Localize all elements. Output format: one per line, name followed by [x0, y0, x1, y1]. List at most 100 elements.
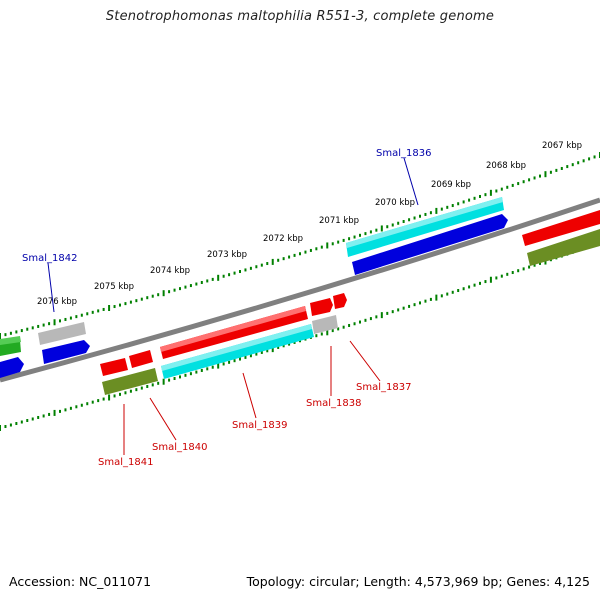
ruler-tick	[419, 214, 421, 218]
ruler-tick	[440, 207, 443, 211]
ruler-tick	[59, 409, 61, 413]
accession-text: Accession: NC_011071	[9, 574, 152, 589]
ruler-tick	[31, 417, 34, 421]
ruler-tick	[522, 267, 525, 271]
ruler-tick	[380, 225, 383, 232]
ruler-tick	[135, 388, 138, 392]
ruler-tick	[157, 293, 160, 297]
ruler-label: 2069 kbp	[431, 180, 471, 190]
gene-label-smal-1839[interactable]: Smal_1839	[232, 420, 287, 431]
genome-summary-text: Topology: circular; Length: 4,573,969 bp…	[246, 574, 590, 589]
ruler-tick	[282, 257, 285, 261]
ruler-tick	[200, 280, 203, 284]
ruler-tick	[146, 296, 149, 300]
ruler-tick	[244, 268, 247, 272]
ruler-tick	[380, 312, 383, 319]
ruler-tick	[342, 238, 345, 242]
ruler-tick	[80, 403, 83, 407]
gene-feature[interactable]	[102, 368, 158, 395]
ruler-tick	[97, 309, 100, 313]
ruler-tick	[359, 233, 361, 237]
ruler-tick	[233, 271, 236, 275]
ruler-tick	[408, 304, 411, 308]
ruler-tick	[309, 248, 312, 252]
ruler-tick	[539, 174, 541, 178]
gene-label-smal-1840[interactable]: Smal_1840	[152, 442, 207, 453]
gene-feature[interactable]	[129, 350, 153, 368]
ruler-tick	[37, 415, 40, 419]
gene-feature[interactable]	[522, 210, 600, 246]
gene-feature[interactable]	[0, 336, 21, 345]
gene-label-smal-1837[interactable]: Smal_1837	[356, 382, 411, 393]
ruler-label: 2075 kbp	[94, 282, 134, 292]
ruler-tick	[168, 290, 171, 294]
ruler-tick	[528, 265, 531, 269]
ruler-tick	[266, 349, 269, 353]
ruler-tick	[315, 334, 318, 338]
ruler-tick	[479, 194, 481, 198]
ruler-tick	[419, 301, 421, 305]
ruler-tick	[222, 274, 225, 278]
gene-label-smal-1841[interactable]: Smal_1841	[98, 457, 153, 468]
ruler-tick	[560, 166, 563, 170]
ruler-tick	[129, 300, 132, 304]
ruler-tick	[462, 200, 465, 204]
gene-feature[interactable]	[333, 293, 347, 309]
gene-feature[interactable]	[312, 315, 338, 334]
ruler-tick	[391, 223, 394, 227]
ruler-tick	[260, 350, 263, 354]
ruler-tick	[91, 400, 94, 404]
ruler-tick	[386, 311, 389, 315]
ruler-tick	[435, 207, 438, 214]
ruler-tick	[348, 237, 351, 241]
ruler-tick	[326, 242, 329, 249]
ruler-tick	[157, 381, 160, 385]
gene-label-smal-1838[interactable]: Smal_1838	[306, 398, 361, 409]
gene-feature[interactable]	[42, 340, 90, 364]
ruler-tick	[588, 157, 591, 161]
ruler-tick	[200, 368, 203, 372]
ruler-tick	[511, 183, 514, 187]
ruler-tick	[544, 171, 547, 178]
ruler-tick	[457, 202, 460, 206]
gene-feature[interactable]	[161, 324, 312, 371]
gene-label-smal-1836[interactable]: Smal_1836	[376, 148, 431, 159]
ruler-tick	[179, 375, 181, 379]
gene-feature[interactable]	[346, 197, 503, 248]
ruler-tick	[249, 354, 252, 358]
ruler-tick	[489, 189, 492, 196]
ruler-tick	[184, 285, 187, 289]
ruler-tick	[151, 294, 154, 298]
gene-feature[interactable]	[38, 322, 86, 345]
ruler-tick	[337, 327, 340, 331]
ruler-tick	[64, 317, 67, 321]
ruler-tick	[124, 302, 127, 306]
ruler-tick	[424, 212, 427, 216]
ruler-tick	[566, 165, 569, 169]
ruler-tick	[353, 235, 356, 239]
ruler-tick	[304, 250, 307, 254]
ruler-tick	[533, 176, 536, 180]
ruler-tick	[162, 290, 165, 297]
gene-feature[interactable]	[100, 358, 128, 376]
ruler-tick	[348, 323, 351, 327]
ruler-tick	[511, 271, 514, 275]
ruler-tick	[522, 180, 525, 184]
ruler-label: 2076 kbp	[37, 297, 77, 307]
ruler-tick	[179, 287, 181, 291]
ruler-tick	[48, 322, 51, 326]
gene-feature[interactable]	[310, 298, 333, 316]
gene-feature[interactable]	[527, 229, 600, 266]
ruler-label: 2068 kbp	[486, 161, 526, 171]
ruler-tick	[69, 316, 72, 320]
gene-feature[interactable]	[352, 214, 508, 275]
ruler-tick	[473, 283, 476, 287]
gene-feature[interactable]	[160, 306, 306, 352]
gene-label-smal-1842[interactable]: Smal_1842	[22, 253, 77, 264]
ruler-tick	[495, 189, 498, 193]
ruler-tick	[15, 330, 18, 334]
ruler-label: 2074 kbp	[150, 266, 190, 276]
gene-feature[interactable]	[0, 357, 24, 378]
ruler-tick	[489, 276, 492, 283]
